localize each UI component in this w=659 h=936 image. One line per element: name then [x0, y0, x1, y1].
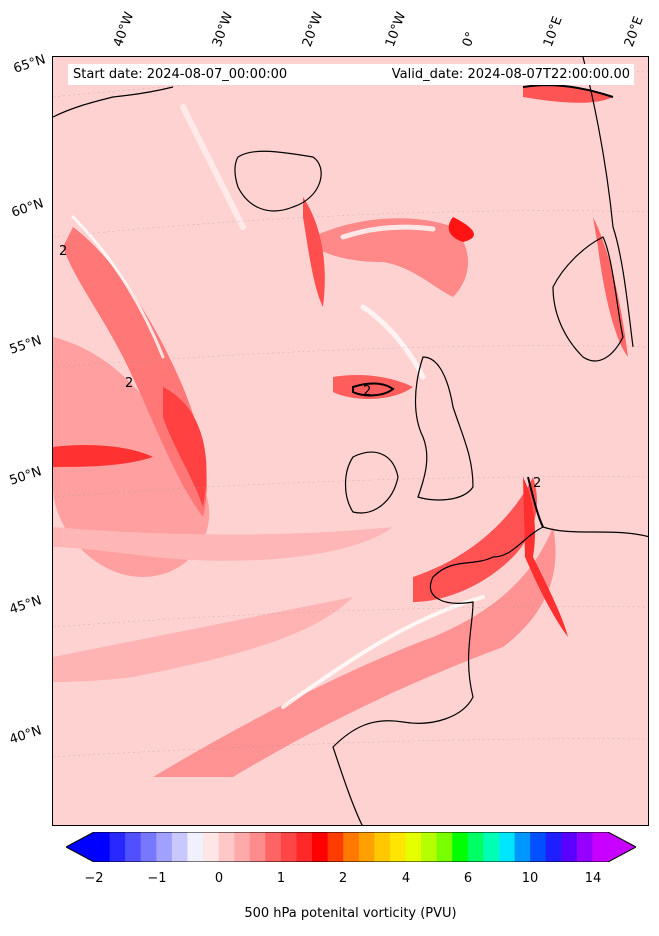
colorbar-tick: 4 [401, 871, 411, 886]
norway-coast [582, 57, 634, 348]
lon-label-40w: 40°W [110, 10, 138, 49]
colorbar-segment [483, 832, 500, 862]
colorbar-segment [265, 832, 282, 862]
colorbar-segment [187, 832, 204, 862]
colorbar-segment [109, 832, 126, 862]
map-panel: 2 2 2 2 [52, 56, 649, 826]
colorbar-segment [156, 832, 173, 862]
colorbar-tick: 2 [338, 871, 348, 886]
lat-label-40n: 40°N [7, 723, 44, 748]
colorbar-segment [498, 832, 516, 862]
colorbar [66, 832, 636, 862]
lat-label-45n: 45°N [7, 593, 44, 618]
colorbar-segment [374, 832, 391, 862]
colorbar-segment [530, 832, 547, 862]
colorbar-segment [452, 832, 469, 862]
lon-label-0: 0° [459, 29, 480, 49]
britain-coast [414, 356, 474, 501]
pv-contour-fills [53, 85, 628, 777]
colorbar-segment [514, 832, 531, 862]
lat-label-55n: 55°N [7, 333, 44, 358]
colorbar-tick: 1 [276, 871, 286, 886]
europe-coast [332, 526, 648, 825]
colorbar-segment [576, 832, 593, 862]
lat-label-60n: 60°N [9, 196, 46, 221]
contour-label-2: 2 [59, 244, 67, 259]
colorbar-tick: −1 [147, 871, 167, 886]
contour-label-2: 2 [363, 384, 371, 399]
colorbar-min-extend [66, 832, 94, 862]
valid-date-text: Valid_date: 2024-08-07T22:00:00.00 [391, 67, 630, 82]
pv-field-map: 2 2 2 2 [53, 57, 648, 825]
colorbar-segment [405, 832, 422, 862]
lat-label-50n: 50°N [7, 464, 44, 489]
lon-label-20e: 20°E [621, 14, 647, 50]
lon-label-10e: 10°E [540, 14, 566, 50]
colorbar-segment [327, 832, 344, 862]
colorbar-segment [218, 832, 235, 862]
colorbar-segment [296, 832, 313, 862]
colorbar-segment [234, 832, 251, 862]
colorbar-segment [125, 832, 142, 862]
ireland-coast [344, 451, 399, 514]
contour-label-2: 2 [125, 376, 133, 391]
colorbar-segment [171, 832, 188, 862]
colorbar-segment [389, 832, 407, 862]
start-date-text: Start date: 2024-08-07_00:00:00 [73, 67, 288, 82]
pv2-contours [352, 84, 614, 528]
lon-label-10w: 10°W [382, 10, 410, 49]
colorbar-segment [545, 832, 562, 862]
colorbar-segment [421, 832, 438, 862]
colorbar-max-extend [608, 832, 636, 862]
colorbar-segment [280, 832, 297, 862]
colorbar-segment [467, 832, 484, 862]
colorbar-segment [358, 832, 375, 862]
coastlines [53, 57, 648, 825]
colorbar-segment [94, 832, 111, 862]
colorbar-tick: 14 [584, 871, 602, 886]
low-pv-streaks [71, 104, 485, 709]
greenland-coast [53, 86, 174, 118]
date-header: Start date: 2024-08-07_00:00:00 Valid_da… [68, 64, 634, 85]
colorbar-segment [436, 832, 453, 862]
colorbar-tick: 6 [463, 871, 473, 886]
iceland-coast [234, 150, 322, 212]
lon-label-30w: 30°W [209, 10, 237, 49]
colorbar-tick: −2 [84, 871, 104, 886]
lat-label-65n: 65°N [11, 52, 48, 77]
colorbar-segment [343, 832, 360, 862]
colorbar-segment [592, 832, 609, 862]
colorbar-tick: 10 [521, 871, 539, 886]
colorbar-segment [561, 832, 578, 862]
colorbar-segment [249, 832, 266, 862]
contour-label-2: 2 [533, 476, 541, 491]
colorbar-segment [203, 832, 220, 862]
colorbar-tick: 0 [214, 871, 224, 886]
colorbar-segment [140, 832, 157, 862]
colorbar-segment [312, 832, 329, 862]
lon-label-20w: 20°W [299, 10, 327, 49]
scandinavia-coast [552, 236, 624, 362]
colorbar-title: 500 hPa potenital vorticity (PVU) [244, 906, 457, 921]
